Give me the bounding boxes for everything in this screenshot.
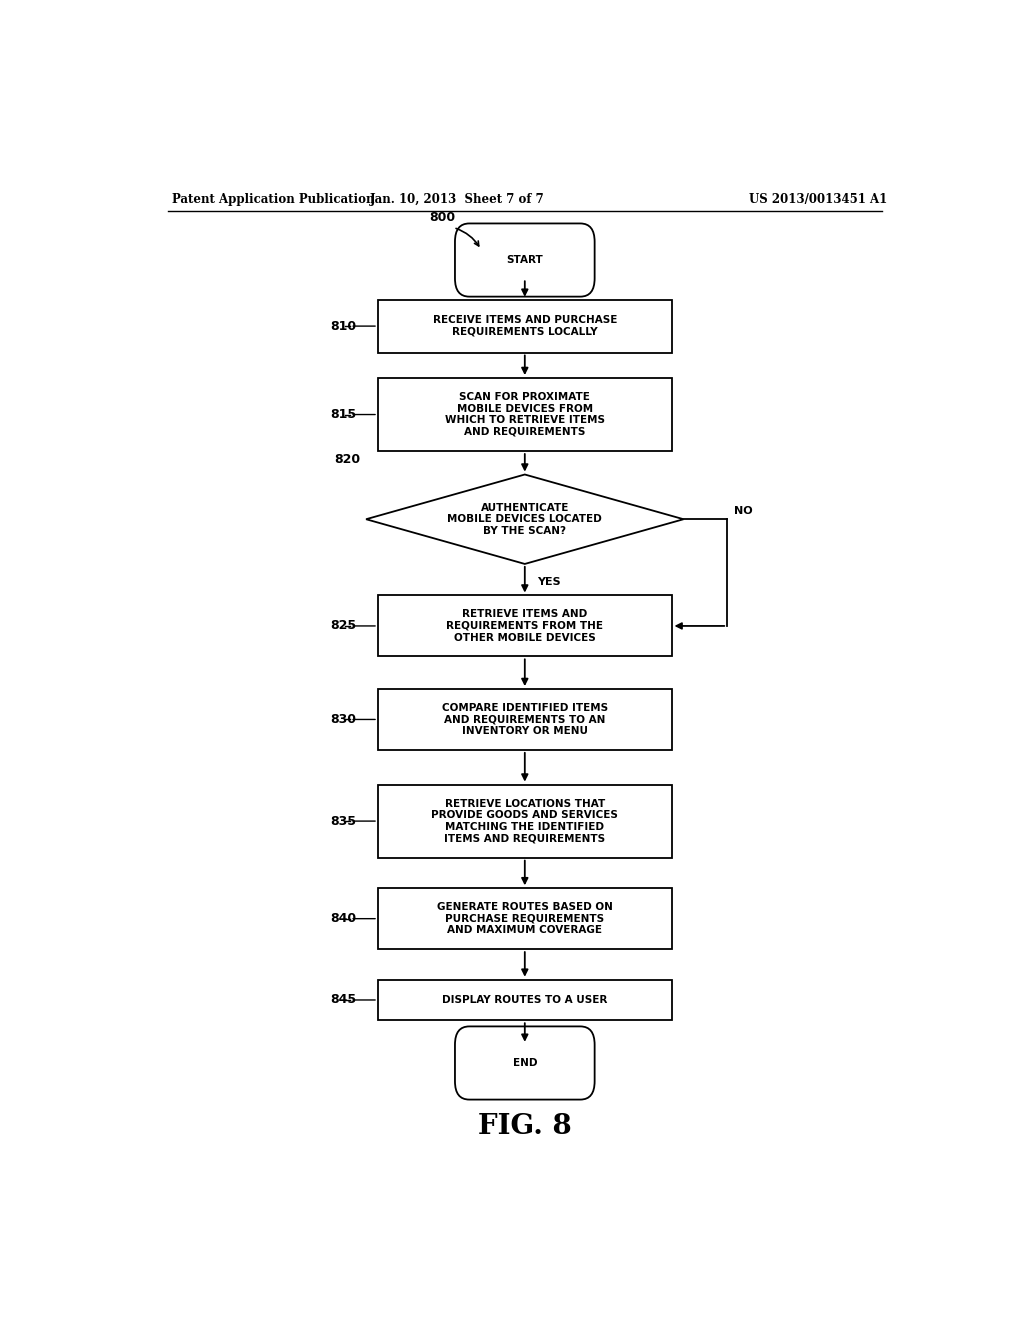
FancyBboxPatch shape	[378, 378, 672, 451]
Text: Jan. 10, 2013  Sheet 7 of 7: Jan. 10, 2013 Sheet 7 of 7	[370, 193, 545, 206]
Text: Patent Application Publication: Patent Application Publication	[172, 193, 374, 206]
Text: 800: 800	[430, 211, 456, 224]
Text: 845: 845	[331, 994, 356, 1006]
FancyBboxPatch shape	[455, 223, 595, 297]
Text: 825: 825	[331, 619, 356, 632]
Text: RECEIVE ITEMS AND PURCHASE
REQUIREMENTS LOCALLY: RECEIVE ITEMS AND PURCHASE REQUIREMENTS …	[432, 315, 617, 337]
FancyBboxPatch shape	[378, 979, 672, 1020]
Text: 835: 835	[331, 814, 356, 828]
Text: 820: 820	[334, 453, 360, 466]
Text: 840: 840	[331, 912, 356, 925]
Text: AUTHENTICATE
MOBILE DEVICES LOCATED
BY THE SCAN?: AUTHENTICATE MOBILE DEVICES LOCATED BY T…	[447, 503, 602, 536]
Text: DISPLAY ROUTES TO A USER: DISPLAY ROUTES TO A USER	[442, 995, 607, 1005]
FancyBboxPatch shape	[378, 784, 672, 858]
Text: US 2013/0013451 A1: US 2013/0013451 A1	[750, 193, 888, 206]
Text: START: START	[507, 255, 543, 265]
Text: END: END	[513, 1059, 537, 1068]
Polygon shape	[367, 474, 684, 564]
FancyBboxPatch shape	[455, 1027, 595, 1100]
Text: YES: YES	[537, 577, 560, 587]
Text: SCAN FOR PROXIMATE
MOBILE DEVICES FROM
WHICH TO RETRIEVE ITEMS
AND REQUIREMENTS: SCAN FOR PROXIMATE MOBILE DEVICES FROM W…	[444, 392, 605, 437]
FancyBboxPatch shape	[378, 888, 672, 949]
Text: GENERATE ROUTES BASED ON
PURCHASE REQUIREMENTS
AND MAXIMUM COVERAGE: GENERATE ROUTES BASED ON PURCHASE REQUIR…	[437, 902, 612, 936]
Text: 815: 815	[331, 408, 356, 421]
Text: 830: 830	[331, 713, 356, 726]
FancyBboxPatch shape	[378, 689, 672, 750]
Text: 810: 810	[331, 319, 356, 333]
FancyBboxPatch shape	[378, 595, 672, 656]
Text: RETRIEVE LOCATIONS THAT
PROVIDE GOODS AND SERVICES
MATCHING THE IDENTIFIED
ITEMS: RETRIEVE LOCATIONS THAT PROVIDE GOODS AN…	[431, 799, 618, 843]
Text: NO: NO	[733, 506, 753, 516]
FancyBboxPatch shape	[378, 300, 672, 352]
Text: FIG. 8: FIG. 8	[478, 1113, 571, 1139]
Text: COMPARE IDENTIFIED ITEMS
AND REQUIREMENTS TO AN
INVENTORY OR MENU: COMPARE IDENTIFIED ITEMS AND REQUIREMENT…	[441, 702, 608, 737]
Text: RETRIEVE ITEMS AND
REQUIREMENTS FROM THE
OTHER MOBILE DEVICES: RETRIEVE ITEMS AND REQUIREMENTS FROM THE…	[446, 610, 603, 643]
